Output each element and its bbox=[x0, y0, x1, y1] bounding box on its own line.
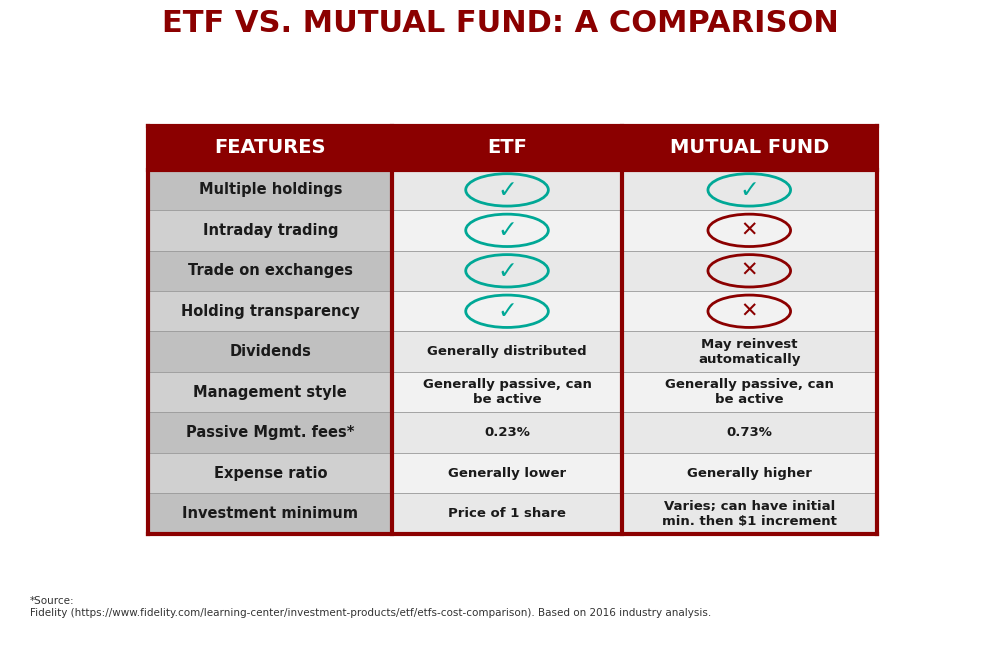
Text: Intraday trading: Intraday trading bbox=[203, 223, 338, 238]
FancyBboxPatch shape bbox=[392, 332, 622, 372]
FancyBboxPatch shape bbox=[622, 332, 877, 372]
FancyBboxPatch shape bbox=[392, 412, 622, 453]
Text: 0.73%: 0.73% bbox=[726, 426, 772, 439]
Text: ETF: ETF bbox=[487, 139, 527, 157]
FancyBboxPatch shape bbox=[148, 170, 392, 210]
Text: ✕: ✕ bbox=[741, 220, 758, 240]
Text: ✓: ✓ bbox=[497, 178, 517, 202]
FancyBboxPatch shape bbox=[392, 126, 622, 170]
FancyBboxPatch shape bbox=[148, 250, 392, 291]
FancyBboxPatch shape bbox=[392, 453, 622, 494]
Text: ETF VS. MUTUAL FUND: A COMPARISON: ETF VS. MUTUAL FUND: A COMPARISON bbox=[162, 9, 838, 38]
FancyBboxPatch shape bbox=[622, 453, 877, 494]
Text: Management style: Management style bbox=[193, 385, 347, 400]
FancyBboxPatch shape bbox=[392, 210, 622, 250]
Text: MUTUAL FUND: MUTUAL FUND bbox=[670, 139, 829, 157]
FancyBboxPatch shape bbox=[622, 170, 877, 210]
FancyBboxPatch shape bbox=[622, 291, 877, 332]
Text: Generally lower: Generally lower bbox=[448, 467, 566, 480]
Text: ✓: ✓ bbox=[739, 178, 759, 202]
Text: Generally passive, can
be active: Generally passive, can be active bbox=[665, 378, 834, 406]
FancyBboxPatch shape bbox=[622, 250, 877, 291]
Text: Generally higher: Generally higher bbox=[687, 467, 812, 480]
FancyBboxPatch shape bbox=[392, 372, 622, 412]
Text: Multiple holdings: Multiple holdings bbox=[199, 182, 342, 197]
FancyBboxPatch shape bbox=[392, 170, 622, 210]
Text: *Source:
Fidelity (https://www.fidelity.com/learning-center/investment-products/: *Source: Fidelity (https://www.fidelity.… bbox=[30, 596, 711, 617]
Text: ✓: ✓ bbox=[497, 259, 517, 283]
Text: May reinvest
automatically: May reinvest automatically bbox=[698, 338, 800, 366]
Text: Investment minimum: Investment minimum bbox=[182, 506, 358, 521]
FancyBboxPatch shape bbox=[148, 412, 392, 453]
FancyBboxPatch shape bbox=[392, 494, 622, 533]
FancyBboxPatch shape bbox=[148, 453, 392, 494]
Text: ✓: ✓ bbox=[497, 299, 517, 323]
FancyBboxPatch shape bbox=[148, 494, 392, 533]
FancyBboxPatch shape bbox=[622, 494, 877, 533]
FancyBboxPatch shape bbox=[148, 126, 392, 170]
Text: ✓: ✓ bbox=[497, 218, 517, 242]
Text: Varies; can have initial
min. then $1 increment: Varies; can have initial min. then $1 in… bbox=[662, 500, 837, 527]
Text: Trade on exchanges: Trade on exchanges bbox=[188, 263, 353, 278]
FancyBboxPatch shape bbox=[148, 372, 392, 412]
Text: Expense ratio: Expense ratio bbox=[214, 466, 327, 481]
Text: ✕: ✕ bbox=[741, 301, 758, 321]
FancyBboxPatch shape bbox=[148, 291, 392, 332]
FancyBboxPatch shape bbox=[622, 210, 877, 250]
Text: Dividends: Dividends bbox=[229, 344, 311, 359]
Text: ✕: ✕ bbox=[741, 261, 758, 281]
FancyBboxPatch shape bbox=[148, 332, 392, 372]
Text: FEATURES: FEATURES bbox=[215, 139, 326, 157]
FancyBboxPatch shape bbox=[622, 412, 877, 453]
Text: Generally distributed: Generally distributed bbox=[427, 345, 587, 358]
FancyBboxPatch shape bbox=[622, 126, 877, 170]
FancyBboxPatch shape bbox=[392, 291, 622, 332]
Text: Holding transparency: Holding transparency bbox=[181, 304, 360, 319]
Text: Price of 1 share: Price of 1 share bbox=[448, 507, 566, 520]
FancyBboxPatch shape bbox=[392, 250, 622, 291]
Text: 0.23%: 0.23% bbox=[484, 426, 530, 439]
FancyBboxPatch shape bbox=[622, 372, 877, 412]
Text: Passive Mgmt. fees*: Passive Mgmt. fees* bbox=[186, 425, 355, 440]
Text: Generally passive, can
be active: Generally passive, can be active bbox=[423, 378, 591, 406]
FancyBboxPatch shape bbox=[148, 210, 392, 250]
